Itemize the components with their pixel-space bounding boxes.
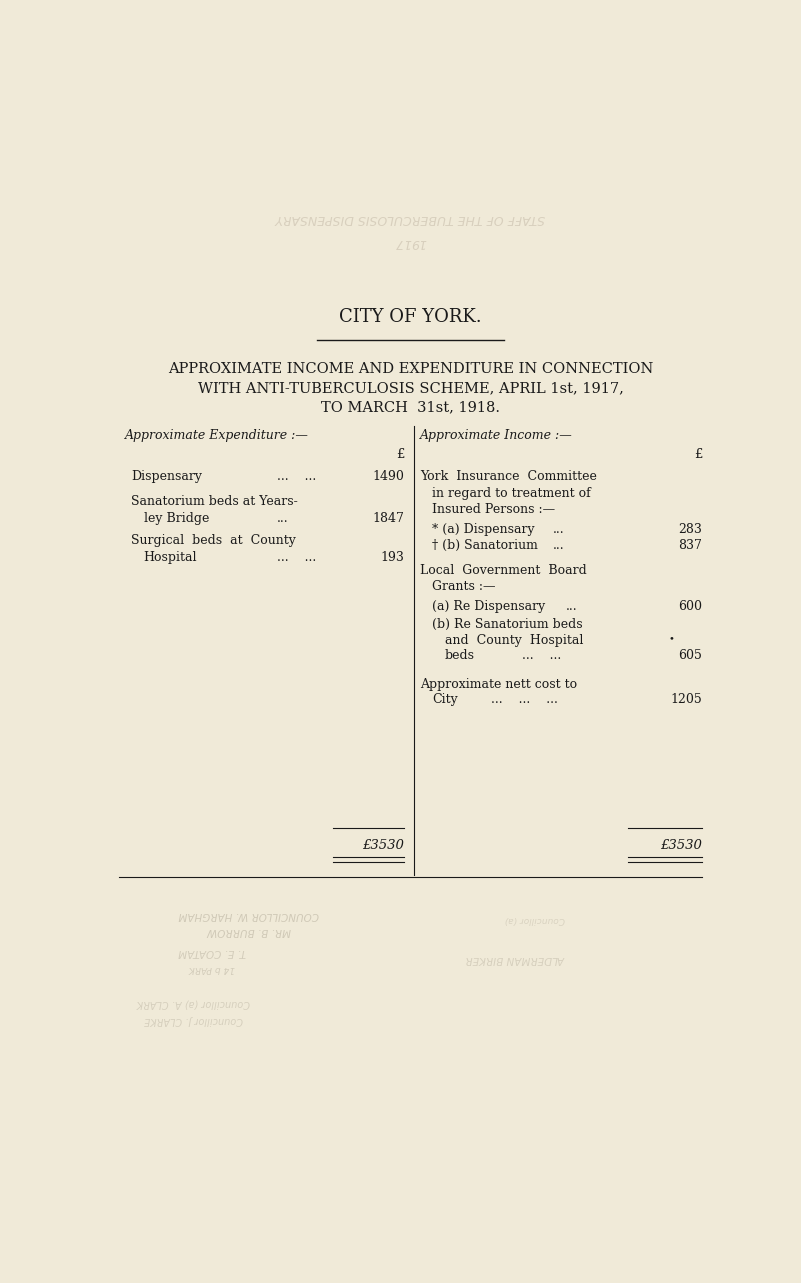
Text: £3530: £3530 [660,839,702,852]
Text: 1490: 1490 [372,470,405,484]
Text: * (a) Dispensary: * (a) Dispensary [433,523,535,536]
Text: † (b) Sanatorium: † (b) Sanatorium [433,539,538,552]
Text: Insured Persons :—: Insured Persons :— [433,503,555,516]
Text: £3530: £3530 [362,839,405,852]
Text: Approximate Income :—: Approximate Income :— [420,429,573,441]
Text: in regard to treatment of: in regard to treatment of [433,486,591,500]
Text: ...: ... [553,539,565,552]
Text: Surgical  beds  at  County: Surgical beds at County [131,534,296,548]
Text: Approximate Expenditure :—: Approximate Expenditure :— [125,429,309,441]
Text: Councillor (a) A. CLARK: Councillor (a) A. CLARK [137,998,250,1008]
Text: £: £ [694,448,702,462]
Text: 600: 600 [678,599,702,612]
Text: City: City [433,693,458,707]
Text: CITY OF YORK.: CITY OF YORK. [339,308,482,326]
Text: Grants :—: Grants :— [433,580,496,593]
Text: and  County  Hospital: and County Hospital [445,634,583,647]
Text: 605: 605 [678,649,702,662]
Text: 837: 837 [678,539,702,552]
Text: Approximate nett cost to: Approximate nett cost to [420,677,577,690]
Text: •: • [668,634,674,643]
Text: ...    ...: ... ... [522,649,562,662]
Text: 14 b PARK: 14 b PARK [189,965,235,974]
Text: ...    ...    ...: ... ... ... [491,693,558,707]
Text: York  Insurance  Committee: York Insurance Committee [420,470,597,484]
Text: COUNCILLOR W. HARGHAM: COUNCILLOR W. HARGHAM [179,910,320,920]
Text: Councillor (a): Councillor (a) [505,915,565,924]
Text: ALDERMAN BIRKER: ALDERMAN BIRKER [466,955,566,964]
Text: ...    ...: ... ... [277,470,316,484]
Text: Councillor J. CLARKE: Councillor J. CLARKE [144,1015,243,1025]
Text: MR. B. BURROW: MR. B. BURROW [207,926,291,937]
Text: Sanatorium beds at Years-: Sanatorium beds at Years- [131,495,298,508]
Text: WITH ANTI-TUBERCULOSIS SCHEME, APRIL 1st, 1917,: WITH ANTI-TUBERCULOSIS SCHEME, APRIL 1st… [198,381,623,395]
Text: 283: 283 [678,523,702,536]
Text: ...: ... [553,523,565,536]
Text: Hospital: Hospital [143,552,197,565]
Text: ...: ... [566,599,578,612]
Text: 1917: 1917 [395,236,426,249]
Text: 1847: 1847 [372,512,405,525]
Text: (a) Re Dispensary: (a) Re Dispensary [433,599,545,612]
Text: (b) Re Sanatorium beds: (b) Re Sanatorium beds [433,618,583,631]
Text: 1205: 1205 [670,693,702,707]
Text: APPROXIMATE INCOME AND EXPENDITURE IN CONNECTION: APPROXIMATE INCOME AND EXPENDITURE IN CO… [168,362,653,376]
Text: Dispensary: Dispensary [131,470,202,484]
Text: TO MARCH  31st, 1918.: TO MARCH 31st, 1918. [321,400,500,414]
Text: STAFF OF THE TUBERCULOSIS DISPENSARY: STAFF OF THE TUBERCULOSIS DISPENSARY [276,212,545,225]
Text: ...    ...: ... ... [277,552,316,565]
Text: ley Bridge: ley Bridge [143,512,209,525]
Text: beds: beds [445,649,475,662]
Text: ...: ... [277,512,288,525]
Text: 193: 193 [380,552,405,565]
Text: £: £ [396,448,405,462]
Text: T. E. COATAM: T. E. COATAM [178,947,246,957]
Text: Local  Government  Board: Local Government Board [420,565,586,577]
